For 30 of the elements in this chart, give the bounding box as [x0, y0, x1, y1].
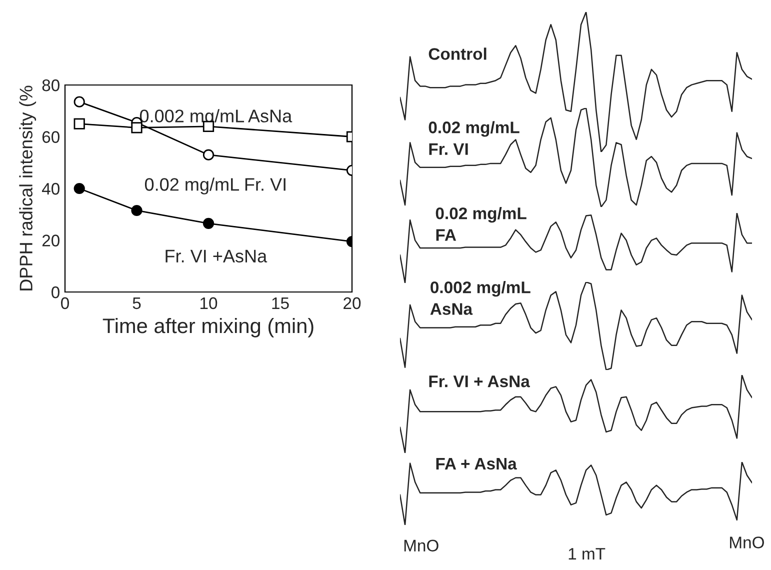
- point: [202, 218, 214, 229]
- series-label: Fr. VI +AsNa: [166, 250, 268, 263]
- point: [74, 96, 85, 108]
- chart-title: FA + AsNa: [436, 458, 517, 470]
- point: [131, 204, 142, 216]
- text: MnO: [730, 536, 764, 548]
- text: 1 mT: [568, 548, 606, 560]
- y-axis-title: DPPH radical intensity (%: [19, 86, 36, 290]
- chart-title: 0.02 mg/mL FA: [436, 207, 526, 241]
- series-label: 0.02 mg/mL Fr. VI: [144, 178, 286, 194]
- text: MnO: [404, 540, 438, 552]
- point: [74, 182, 85, 194]
- x-tick-label: 15: [272, 297, 289, 310]
- x-axis-title: Time after mixing (min): [102, 318, 314, 338]
- chart-title: 0.002 mg/mL AsNa: [430, 281, 530, 315]
- text: 0.02 mg/mL Fr. VI: [428, 121, 520, 155]
- y-tick-label: 80: [42, 79, 60, 92]
- text: Control: [428, 48, 486, 60]
- point: [74, 118, 85, 130]
- x-tick-label: 0: [61, 297, 69, 310]
- y-tick-label: 0: [52, 286, 60, 298]
- y-tick-label: 40: [42, 182, 60, 195]
- x-tick-label: 20: [344, 297, 361, 310]
- x-tick-label: 5: [132, 297, 141, 310]
- chart-title: Fr. VI + AsNa: [429, 376, 530, 388]
- y-tick-label: 60: [42, 131, 60, 143]
- y-tick-label: 20: [42, 234, 60, 246]
- point: [202, 149, 214, 160]
- x-tick-label: 10: [200, 297, 218, 310]
- point: [131, 122, 142, 134]
